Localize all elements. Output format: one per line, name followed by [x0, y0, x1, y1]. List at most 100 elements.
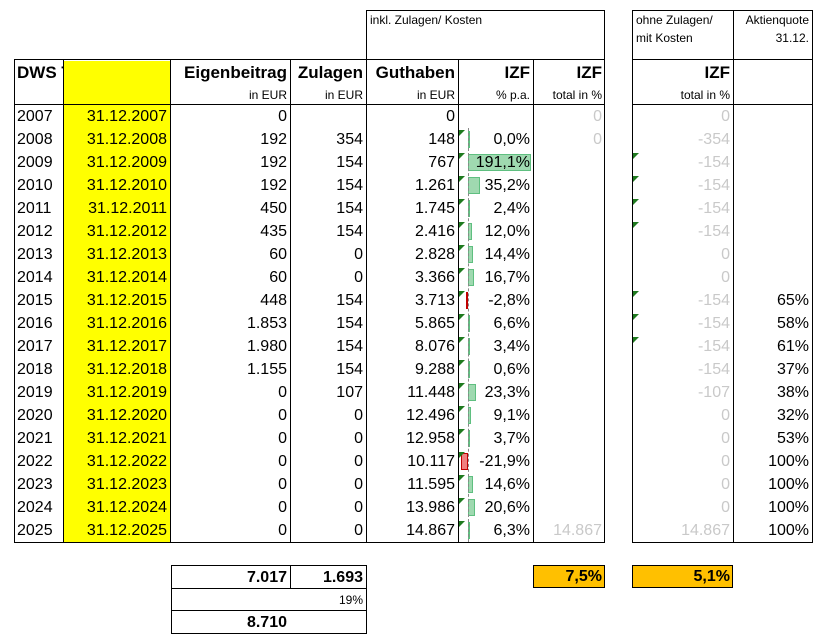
eigenbeitrag-cell: 0: [278, 476, 287, 493]
comment-marker-icon: [459, 176, 465, 182]
eigenbeitrag-cell: 0: [278, 522, 287, 539]
guthaben-cell: 0: [446, 108, 455, 125]
eigenbeitrag-cell: 435: [260, 223, 287, 240]
col-header-izf-ohne: IZF: [704, 63, 731, 82]
group-header-ohne-1: ohne Zulagen/: [636, 13, 713, 27]
izf-cell: 0,0%: [493, 131, 530, 148]
eigenbeitrag-cell: 450: [260, 200, 287, 217]
unit-zulagen: in EUR: [324, 88, 363, 102]
comment-marker-icon: [459, 429, 465, 435]
border: [14, 59, 605, 60]
izf-ohne-cell: 0: [721, 476, 730, 493]
unit-izf: % p.a.: [495, 88, 530, 102]
izf-ohne-cell: 0: [721, 499, 730, 516]
comment-marker-icon: [633, 291, 639, 297]
eigenbeitrag-cell: 448: [260, 292, 287, 309]
zulagen-cell: 107: [336, 384, 363, 401]
border: [366, 10, 367, 60]
border: [171, 565, 172, 634]
date-cell: 31.12.2012: [86, 223, 167, 240]
year-cell: 2013: [17, 246, 53, 263]
izf-total-cell: [533, 289, 605, 312]
eigenbeitrag-cell: 1.980: [246, 338, 287, 355]
aktienquote-cell: [733, 266, 812, 289]
izf-ohne-cell: 0: [721, 108, 730, 125]
aktienquote-cell: [733, 174, 812, 197]
eigenbeitrag-cell: 0: [278, 384, 287, 401]
date-cell: 31.12.2016: [86, 315, 167, 332]
izf-cell: 35,2%: [484, 177, 530, 194]
izf-total-cell: [533, 151, 605, 174]
aktienquote-cell: 100%: [768, 522, 809, 539]
izf-total-cell: 0: [593, 131, 602, 148]
date-cell: 31.12.2009: [86, 154, 167, 171]
date-cell: 31.12.2017: [86, 338, 167, 355]
border: [632, 59, 633, 543]
izf-total-cell: [533, 174, 605, 197]
izf-total-cell: [533, 197, 605, 220]
aktienquote-cell: 61%: [776, 338, 809, 355]
izf-total-cell: [533, 404, 605, 427]
izf-cell: 3,7%: [493, 430, 530, 447]
year-cell: 2024: [17, 499, 53, 516]
comment-marker-icon: [633, 222, 639, 228]
date-cell: 31.12.2013: [86, 246, 167, 263]
izf-total-cell: [533, 358, 605, 381]
izf-ohne-cell: 0: [721, 269, 730, 286]
izf-ohne-value: 5,1%: [693, 568, 730, 585]
zulagen-cell: 0: [354, 407, 363, 424]
zulagen-cell: 0: [354, 499, 363, 516]
year-cell: 2018: [17, 361, 53, 378]
izf-ohne-cell: 0: [721, 246, 730, 263]
grand-total: 8.710: [246, 614, 287, 631]
izf-total-cell: [533, 266, 605, 289]
border: [604, 10, 605, 60]
izf-total-cell: [533, 427, 605, 450]
izf-total-cell: [533, 381, 605, 404]
date-cell: 31.12.2025: [86, 522, 167, 539]
comment-marker-icon: [459, 383, 465, 389]
izf-cell: 9,1%: [493, 407, 530, 424]
comment-marker-icon: [459, 475, 465, 481]
eigenbeitrag-cell: 1.155: [246, 361, 287, 378]
izf-ohne-cell: -154: [697, 223, 730, 240]
eigenbeitrag-cell: 192: [260, 154, 287, 171]
izf-cell: 12,0%: [484, 223, 530, 240]
eigenbeitrag-cell: 0: [278, 453, 287, 470]
guthaben-cell: 5.865: [414, 315, 455, 332]
comment-marker-icon: [459, 360, 465, 366]
border: [533, 59, 534, 543]
comment-marker-icon: [459, 245, 465, 251]
zulagen-cell: 154: [336, 200, 363, 217]
comment-marker-icon: [459, 130, 465, 136]
comment-marker-icon: [459, 314, 465, 320]
zulagen-cell: 0: [354, 430, 363, 447]
izf-cell: 6,3%: [493, 522, 530, 539]
zulagen-cell: 154: [336, 223, 363, 240]
eigenbeitrag-cell: 192: [260, 131, 287, 148]
eigenbeitrag-cell: 1.853: [246, 315, 287, 332]
border: [171, 588, 367, 589]
izf-cell: 14,4%: [484, 246, 530, 263]
comment-marker-icon: [459, 199, 465, 205]
izf-cell: 14,6%: [484, 476, 530, 493]
col-header-zulagen: Zulagen: [297, 63, 363, 82]
zulagen-cell: 0: [354, 269, 363, 286]
year-cell: 2020: [17, 407, 53, 424]
date-column-highlight: [63, 61, 171, 543]
aktienquote-cell: 100%: [768, 476, 809, 493]
year-cell: 2010: [17, 177, 53, 194]
border: [632, 59, 813, 60]
border: [171, 610, 367, 611]
unit-izf-total: total in %: [552, 88, 602, 102]
border: [366, 59, 367, 543]
date-cell: 31.12.2022: [86, 453, 167, 470]
izf-bar: [466, 292, 468, 309]
guthaben-cell: 8.076: [414, 338, 455, 355]
border: [604, 59, 605, 543]
border: [14, 104, 605, 105]
comment-marker-icon: [459, 268, 465, 274]
border: [812, 59, 813, 543]
izf-cell: 20,6%: [484, 499, 530, 516]
izf-total-cell: [533, 335, 605, 358]
